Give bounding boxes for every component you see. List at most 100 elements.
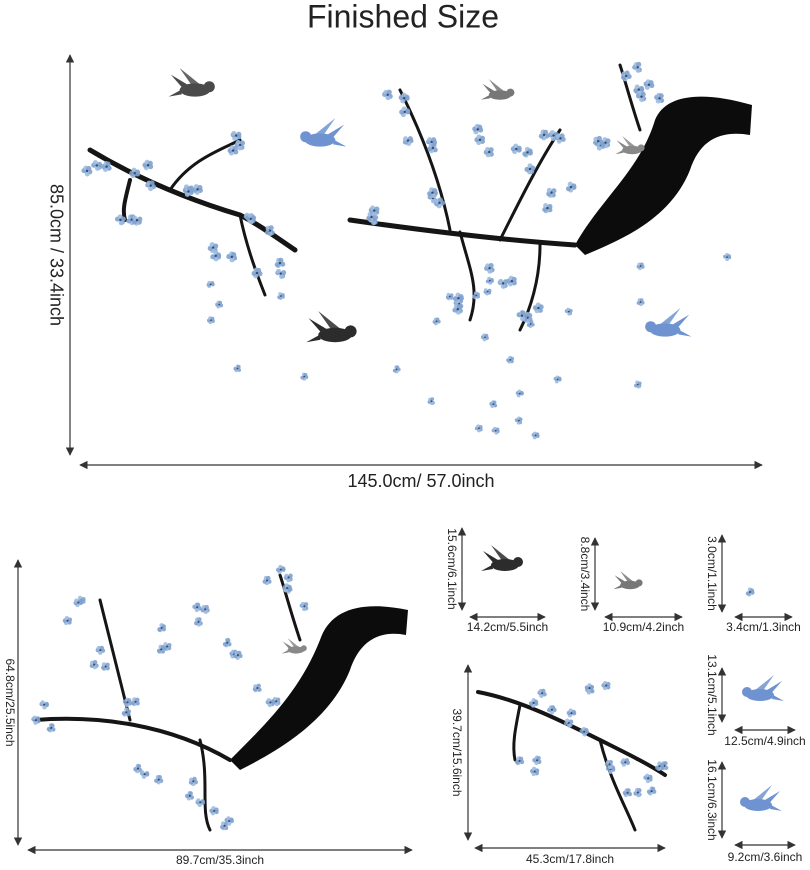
blossom-center — [528, 167, 532, 171]
blossom — [516, 310, 528, 322]
blossom-center — [209, 283, 212, 286]
blossom — [251, 267, 263, 279]
petal — [430, 397, 435, 401]
blossom — [646, 786, 657, 796]
petal — [251, 215, 257, 221]
blossom-center — [488, 266, 491, 270]
width-label: 9.2cm/3.6inch — [728, 850, 803, 864]
blossom — [633, 787, 642, 798]
bird — [300, 118, 347, 147]
petal — [94, 165, 101, 171]
blossom-center — [518, 392, 521, 395]
petal — [235, 140, 241, 146]
petal — [78, 599, 83, 604]
bird-head — [742, 687, 752, 697]
blossom-center — [647, 83, 651, 86]
blossom-center — [406, 139, 410, 142]
petal — [404, 108, 411, 114]
blossom — [547, 705, 557, 715]
bird-tail — [770, 805, 782, 811]
blossom-center — [749, 591, 751, 593]
petal — [571, 709, 577, 715]
petal — [278, 257, 284, 263]
petal — [44, 701, 49, 707]
blossom-center — [625, 74, 628, 78]
blossom-center — [119, 218, 122, 222]
blossom-center — [210, 319, 212, 322]
height-label: 3.0cm/1.1inch — [705, 536, 719, 611]
petal — [160, 645, 166, 650]
petal — [543, 129, 549, 135]
blossom-center — [268, 229, 272, 232]
petal — [231, 131, 237, 137]
petal — [274, 262, 280, 268]
blossom — [745, 587, 755, 597]
petal — [366, 215, 372, 221]
petal — [262, 579, 267, 584]
blossom-center — [639, 265, 642, 268]
petal — [237, 650, 242, 656]
blossom-center — [457, 296, 460, 300]
blossom-center — [510, 280, 514, 283]
blossom-center — [542, 133, 546, 137]
petal — [640, 91, 646, 97]
petal — [197, 185, 203, 191]
petal — [266, 575, 271, 581]
petal — [658, 93, 664, 99]
bird-wing — [282, 641, 295, 652]
petal — [427, 137, 433, 143]
blossom — [145, 180, 157, 192]
petal — [634, 383, 638, 388]
height-label: 64.8cm/25.5inch — [3, 658, 17, 746]
title: Finished Size — [307, 0, 499, 34]
blossom — [262, 575, 272, 586]
bird-tail — [615, 150, 624, 155]
blossom — [655, 761, 665, 771]
blossom — [584, 683, 595, 693]
blossom-center — [146, 163, 150, 167]
blossom — [271, 696, 281, 707]
petal — [277, 295, 281, 300]
bird-wing — [762, 681, 782, 697]
petal — [50, 723, 55, 728]
branch — [198, 738, 212, 832]
petal — [270, 699, 275, 704]
blossom-center — [125, 711, 128, 714]
petal — [567, 311, 571, 316]
petal — [495, 427, 500, 432]
blossom — [621, 70, 632, 82]
petal — [374, 206, 380, 212]
blossom-center — [533, 770, 536, 773]
petal — [156, 648, 162, 653]
petal — [222, 641, 228, 647]
bird-tail — [613, 585, 622, 590]
petal — [149, 180, 155, 186]
petal — [303, 372, 308, 377]
blossom-center — [77, 601, 80, 604]
petal — [287, 585, 292, 590]
bird-tail — [481, 565, 493, 571]
blossom — [215, 300, 224, 309]
blossom — [81, 165, 93, 177]
width-label: 3.4cm/1.3inch — [726, 620, 801, 634]
blossom — [522, 146, 533, 158]
petal — [192, 776, 197, 782]
bird-head — [203, 81, 215, 93]
blossom — [531, 431, 540, 440]
blossom — [427, 397, 435, 406]
petal — [500, 283, 506, 289]
petal — [606, 681, 611, 687]
blossom-center — [196, 188, 199, 191]
blossom — [426, 137, 438, 148]
petal — [645, 778, 651, 784]
blossom — [46, 723, 56, 733]
blossom-center — [640, 95, 643, 98]
petal — [154, 778, 159, 783]
petal — [639, 298, 644, 303]
blossom — [472, 123, 484, 135]
petal — [636, 301, 641, 305]
petal — [659, 763, 665, 768]
petal — [120, 216, 126, 222]
blossom-center — [605, 684, 608, 687]
petal — [135, 701, 140, 706]
